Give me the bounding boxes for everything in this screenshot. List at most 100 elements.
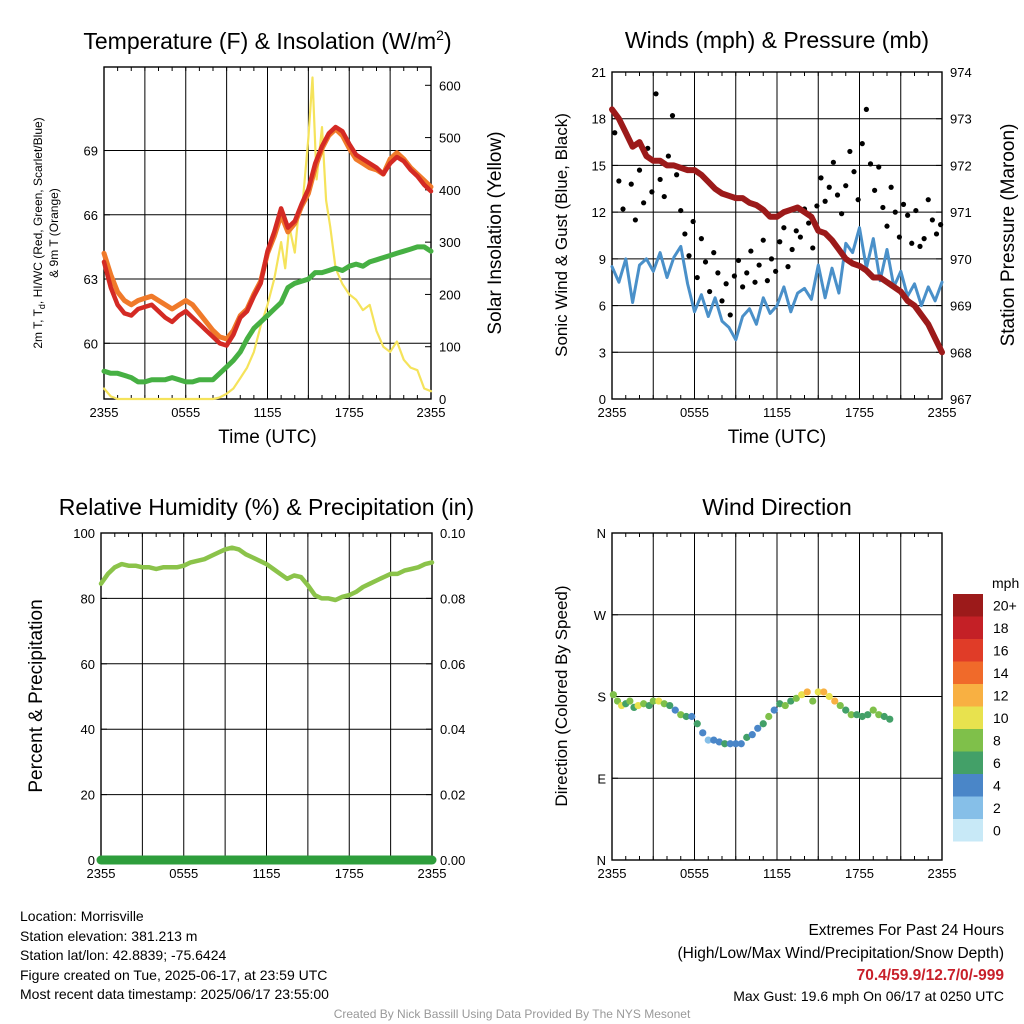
direction-point (869, 706, 877, 714)
direction-point (820, 688, 828, 696)
y-right-axis-label: Station Pressure (Maroon) (998, 124, 1019, 347)
y-right-tick-label: 0 (439, 392, 446, 407)
y-axis-label-line2: & 9m T (Orange) (47, 188, 61, 278)
gust-point (917, 243, 923, 249)
y-right-tick-label: 970 (950, 252, 972, 267)
y-right-tick-label: 0.00 (440, 853, 465, 868)
gust-point (859, 141, 865, 147)
gust-point (715, 270, 721, 276)
direction-point (671, 706, 679, 714)
winds-pressure-chart: 2355 0555 1155 1755 2355 Winds (mph) & Pressu… (552, 27, 1019, 448)
x-tick-label: 2355 (928, 405, 957, 420)
chart-title: Temperature (F) & Insolation (W/m2) (83, 27, 451, 54)
gust-point (872, 187, 878, 193)
extremes-title: Extremes For Past 24 Hours (808, 922, 1004, 939)
direction-point (825, 692, 833, 701)
gust-point (777, 239, 783, 245)
gust-point (649, 189, 655, 195)
direction-point (649, 697, 657, 705)
legend-label: 2 (993, 800, 1001, 816)
y-tick-label: 0 (88, 853, 95, 868)
gust-point (797, 234, 803, 240)
direction-point (732, 740, 740, 748)
y-tick-label: W (594, 608, 607, 623)
x-tick-label: 1155 (253, 866, 281, 881)
direction-point (776, 700, 784, 708)
extremes-subtitle: (High/Low/Max Wind/Precipitation/Snow De… (677, 945, 1005, 962)
temperature-insolation-chart: 2355 0555 1155 1755 2355 Temperature (F) & In… (31, 27, 506, 448)
y-right-tick-label: 968 (950, 345, 972, 360)
humidity-precipitation-chart: 2355 0555 1155 1755 2355 Relative Humidity (%… (26, 494, 474, 881)
x-tick-label: 2355 (417, 405, 446, 420)
x-axis-label: Time (UTC) (218, 427, 317, 448)
gust-point (892, 209, 898, 215)
y-right-tick-label: 0.08 (440, 591, 465, 606)
sonic-wind-series (610, 226, 944, 342)
legend-label: 6 (993, 755, 1001, 771)
direction-point (640, 700, 648, 708)
direction-point (682, 712, 690, 721)
y-right-tick-label: 600 (439, 78, 461, 93)
direction-point (715, 738, 723, 746)
direction-point (737, 740, 745, 748)
legend-swatch (953, 639, 983, 662)
gust-point (806, 220, 812, 226)
gust-point (909, 240, 915, 246)
x-tick-label: 1755 (335, 405, 364, 420)
gust-point (810, 245, 816, 251)
x-tick-label: 1155 (763, 405, 791, 420)
y-tick-label: 21 (592, 65, 606, 80)
x-tick-label: 2355 (928, 866, 957, 881)
gust-point (826, 184, 832, 190)
legend-swatch (953, 684, 983, 707)
station-info: Location: Morrisville Station elevation:… (20, 907, 329, 1005)
y-right-tick-label: 972 (950, 158, 972, 173)
extremes-info: Extremes For Past 24 Hours (High/Low/Max… (678, 919, 1005, 1007)
gust-point (921, 236, 927, 242)
y-right-tick-label: 969 (950, 299, 972, 314)
gust-point (616, 178, 622, 184)
gust-point (830, 159, 836, 165)
gust-point (814, 203, 820, 209)
insolation-series (102, 76, 433, 401)
gust-point (781, 225, 787, 231)
gust-point (847, 148, 853, 155)
gust-point (669, 113, 676, 119)
gust-point (636, 167, 643, 173)
gust-point (735, 257, 742, 264)
gust-point (748, 248, 754, 254)
station-elevation: Station elevation: 381.213 m (20, 927, 198, 944)
y-tick-label: 6 (599, 299, 606, 314)
direction-point (864, 711, 872, 719)
gust-point (727, 312, 733, 318)
y-right-tick-label: 971 (950, 205, 972, 220)
direction-point (693, 720, 701, 728)
legend-label: 8 (993, 732, 1001, 748)
pressure-series (609, 106, 945, 356)
y-tick-label: 66 (84, 208, 98, 223)
wind-direction-chart: 2355 0555 1155 1755 2355 Wind Direction N E S W N D… (552, 494, 1019, 881)
direction-point (853, 711, 861, 719)
gust-point (690, 218, 696, 225)
x-tick-label: 1755 (335, 866, 364, 881)
x-tick-label: 2355 (90, 405, 119, 420)
direction-point (765, 712, 773, 721)
direction-point (704, 736, 712, 744)
y-tick-label: 9 (599, 252, 606, 267)
gust-point (933, 231, 940, 237)
y-right-tick-label: 500 (439, 131, 461, 146)
x-tick-label: 1155 (763, 866, 791, 881)
gust-point (789, 246, 795, 253)
gust-point (661, 193, 667, 200)
gust-point (731, 273, 737, 279)
gust-point (822, 198, 828, 204)
credit-line: Created By Nick Bassill Using Data Provi… (333, 1007, 691, 1021)
legend-label: 18 (993, 620, 1009, 636)
x-tick-label: 0555 (169, 866, 198, 881)
x-tick-label: 0555 (680, 405, 709, 420)
gust-point (740, 284, 746, 290)
gust-point (665, 153, 671, 159)
temp-2m-series (101, 124, 434, 348)
max-gust: Max Gust: 19.6 mph On 06/17 at 0250 UTC (733, 988, 1004, 1004)
y-tick-label: 18 (592, 112, 606, 127)
